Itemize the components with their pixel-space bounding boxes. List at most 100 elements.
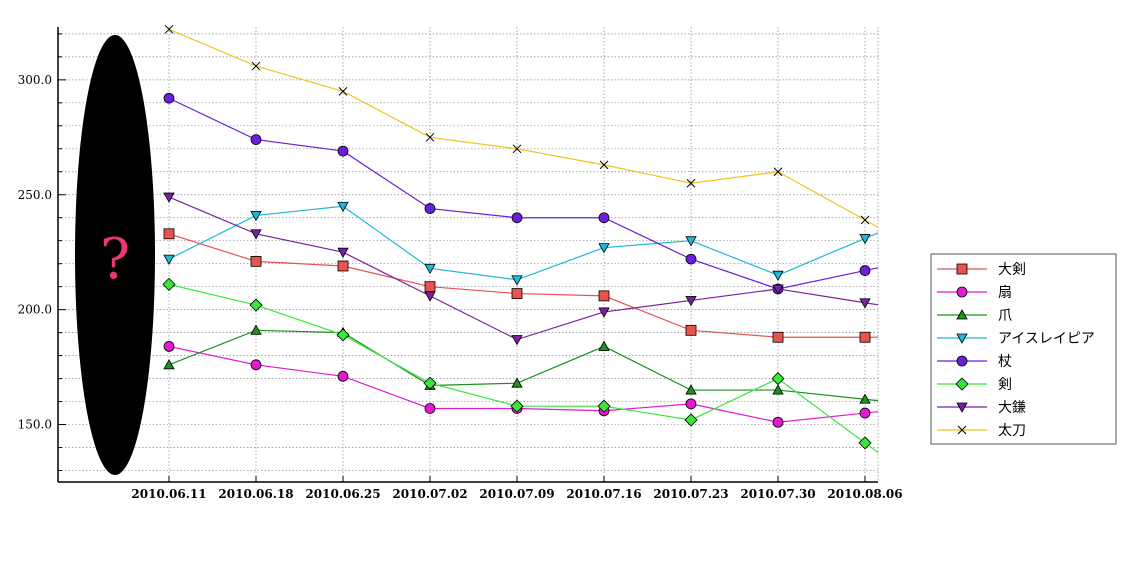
marker-triangle-down [424,291,436,302]
marker-circle [511,212,523,224]
y-tick-label: 200.0 [18,303,52,317]
marker-circle [163,92,175,104]
marker-diamond [684,413,698,427]
y-tick-label: 300.0 [18,73,52,87]
marker-triangle-down [859,298,871,309]
marker-triangle-up [685,384,697,395]
series-2 [163,324,879,404]
series-line [168,329,879,402]
marker-diamond [955,377,969,391]
marker-x-stroke [860,215,870,225]
x-tick-label: 2010.06.11 [131,487,206,501]
marker-square [956,263,968,275]
grid [58,27,879,482]
legend-entry: 大剣 [937,262,1026,278]
marker-triangle-up [511,377,523,388]
marker-triangle-up [859,393,871,404]
marker-circle [956,355,968,367]
marker-x-stroke [686,178,696,188]
series-line [168,28,879,228]
marker-diamond [771,372,785,386]
series-5 [162,277,879,454]
series-0 [163,228,878,343]
marker-diamond [162,277,176,291]
series-1 [163,341,879,428]
placeholder-image: ? [75,35,155,475]
series-line [168,205,879,281]
legend-label: 剣 [998,377,1012,393]
placeholder-ellipse [75,35,155,475]
legend-label: 杖 [998,354,1012,370]
marker-circle [250,134,262,146]
legend-label: 扇 [998,285,1012,301]
y-tick-label: 250.0 [18,188,52,202]
x-tick-label: 2010.07.30 [740,487,815,501]
marker-x-stroke [164,24,174,34]
marker-triangle-down [424,263,436,275]
y-ticks: 150.0 200.0 250.0 300.0 [18,33,66,472]
marker-triangle-down [511,335,523,346]
marker-x [599,160,609,170]
legend-entry: 爪 [937,308,1012,324]
marker-x-stroke [425,132,435,142]
series-7 [164,24,879,228]
marker-triangle-down [250,211,262,222]
legend-label: アイスレイピア [998,331,1095,347]
marker-square [163,228,175,240]
marker-diamond [249,298,263,312]
y-tick-label: 150.0 [18,418,52,432]
x-ticks: 2010.06.11 2010.06.18 2010.06.25 2010.07.02… [131,476,903,501]
marker-triangle-down [163,254,175,265]
marker-x-stroke [957,425,967,435]
marker-x-stroke [512,144,522,154]
marker-circle [772,416,784,428]
series [162,24,879,454]
legend-entry: 杖 [937,354,1012,370]
x-tick-label: 2010.07.02 [392,487,467,501]
marker-x [338,86,348,96]
marker-x-stroke [773,167,783,177]
marker-circle [859,407,871,419]
marker-circle [685,398,697,410]
legend-label: 爪 [998,308,1012,324]
marker-circle [685,253,697,265]
marker-triangle-down [250,229,262,240]
marker-triangle-up [956,309,968,320]
marker-diamond [423,376,437,390]
x-tick-label: 2010.07.23 [653,487,728,501]
marker-diamond [336,328,350,342]
marker-square [685,324,697,336]
marker-x-stroke [338,86,348,96]
marker-triangle-down [685,296,697,307]
marker-x-stroke [251,61,261,71]
series-line [168,283,879,454]
marker-triangle-down [685,236,697,247]
marker-x [957,425,967,435]
marker-x-stroke [599,160,609,170]
marker-triangle-down [956,402,968,413]
series-line [168,97,879,290]
x-tick-label: 2010.07.16 [566,487,641,501]
marker-triangle-down [598,243,610,254]
placeholder-question-mark: ? [100,227,130,292]
marker-circle [424,403,436,414]
marker-triangle-down [337,201,349,213]
marker-x [860,215,870,225]
marker-triangle-down [772,270,784,282]
marker-triangle-down [337,247,349,259]
series-line [168,345,879,423]
legend-label: 太刀 [998,423,1026,439]
marker-square [511,288,523,299]
marker-square [859,331,871,343]
marker-square [250,255,262,267]
series-line [168,196,879,341]
marker-triangle-up [163,358,175,370]
legend-entry: アイスレイピア [937,331,1095,347]
legend-label: 大鎌 [998,400,1026,416]
marker-square [598,290,610,302]
marker-triangle-down [859,234,871,245]
marker-diamond [510,399,524,413]
marker-x [686,178,696,188]
